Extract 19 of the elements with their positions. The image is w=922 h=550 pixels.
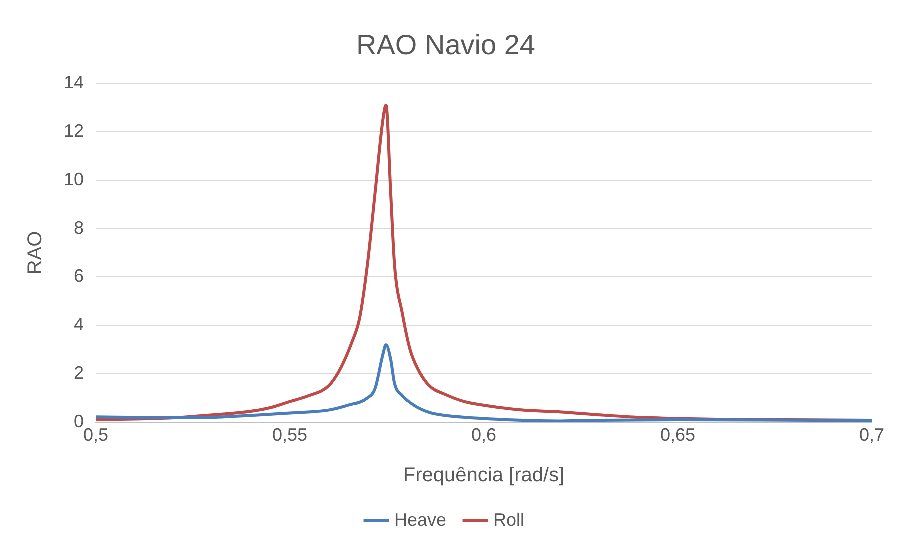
y-tick-label: 2 — [74, 362, 84, 383]
legend-label: Roll — [494, 510, 525, 530]
y-tick-label: 14 — [64, 72, 84, 93]
y-tick-label: 10 — [64, 169, 84, 190]
chart-title: RAO Navio 24 — [356, 30, 536, 61]
y-tick-label: 6 — [74, 266, 84, 286]
x-tick-label: 0,55 — [272, 425, 308, 446]
x-tick-label: 0,6 — [471, 425, 497, 446]
x-tick-label: 0,5 — [84, 425, 109, 446]
y-tick-label: 0 — [74, 411, 84, 432]
y-axis-title: RAO — [24, 231, 47, 275]
line-series — [96, 343, 872, 422]
y-tick-label: 12 — [64, 120, 84, 141]
x-axis-title: Frequência [rad/s] — [403, 464, 565, 487]
y-tick-label: 8 — [74, 218, 84, 238]
legend-label: Heave — [394, 510, 447, 530]
x-tick-label: 0,65 — [660, 425, 696, 446]
y-tick-label: 4 — [74, 314, 84, 335]
x-tick-label: 0,7 — [859, 425, 885, 446]
